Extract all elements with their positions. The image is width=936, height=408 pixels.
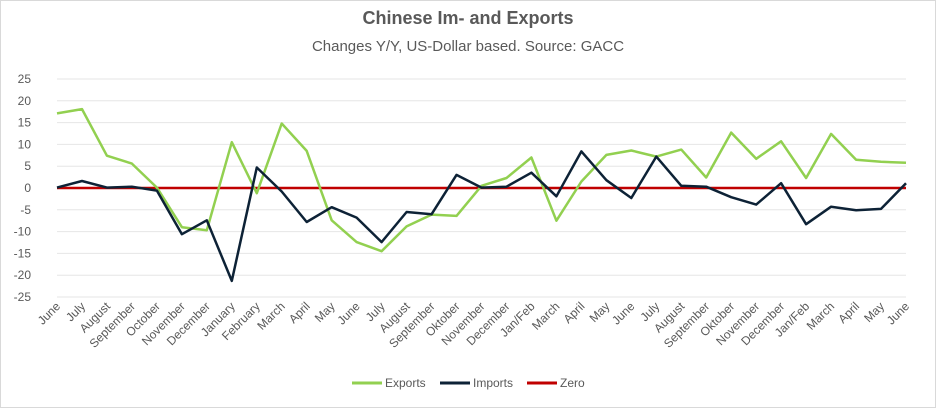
y-tick-label: -15: [14, 246, 32, 260]
chart-title: Chinese Im- and Exports: [362, 8, 574, 28]
x-tick-label: June: [884, 299, 913, 328]
x-tick-label: April: [561, 299, 588, 326]
legend-label-imports: Imports: [473, 376, 513, 390]
x-tick-label: June: [609, 299, 638, 328]
series-line-imports: [56, 150, 907, 283]
legend-label-zero: Zero: [560, 376, 585, 390]
y-tick-label: 10: [18, 137, 32, 151]
y-tick-label: 5: [24, 159, 31, 173]
y-tick-label: -10: [14, 225, 32, 239]
y-tick-label: 25: [18, 72, 32, 86]
legend: Exports Imports Zero: [352, 376, 585, 390]
y-tick-label: -25: [14, 290, 32, 304]
y-tick-label: -20: [14, 268, 32, 282]
series-lines: [56, 107, 907, 283]
x-tick-label: May: [587, 299, 613, 325]
y-axis-labels: 25 20 15 10 5 0 -5 -10 -15 -20 -25: [14, 72, 32, 304]
x-tick-label: April: [286, 299, 313, 326]
x-tick-label: June: [35, 299, 64, 328]
y-tick-label: -5: [20, 203, 31, 217]
x-tick-label: May: [312, 299, 338, 325]
series-line-exports: [56, 107, 907, 253]
x-tick-label: March: [254, 299, 287, 332]
y-tick-label: 15: [18, 116, 32, 130]
x-tick-label: May: [861, 299, 887, 325]
x-tick-label: March: [529, 299, 562, 332]
legend-label-exports: Exports: [385, 376, 426, 390]
y-tick-label: 20: [18, 94, 32, 108]
x-tick-label: April: [835, 299, 862, 326]
x-tick-label: March: [804, 299, 837, 332]
x-tick-label: June: [334, 299, 363, 328]
x-axis-labels: June JulyAugustSeptemberOctoberNovemberDe…: [35, 299, 913, 351]
y-tick-label: 0: [24, 181, 31, 195]
chart-subtitle: Changes Y/Y, US-Dollar based. Source: GA…: [311, 38, 625, 55]
